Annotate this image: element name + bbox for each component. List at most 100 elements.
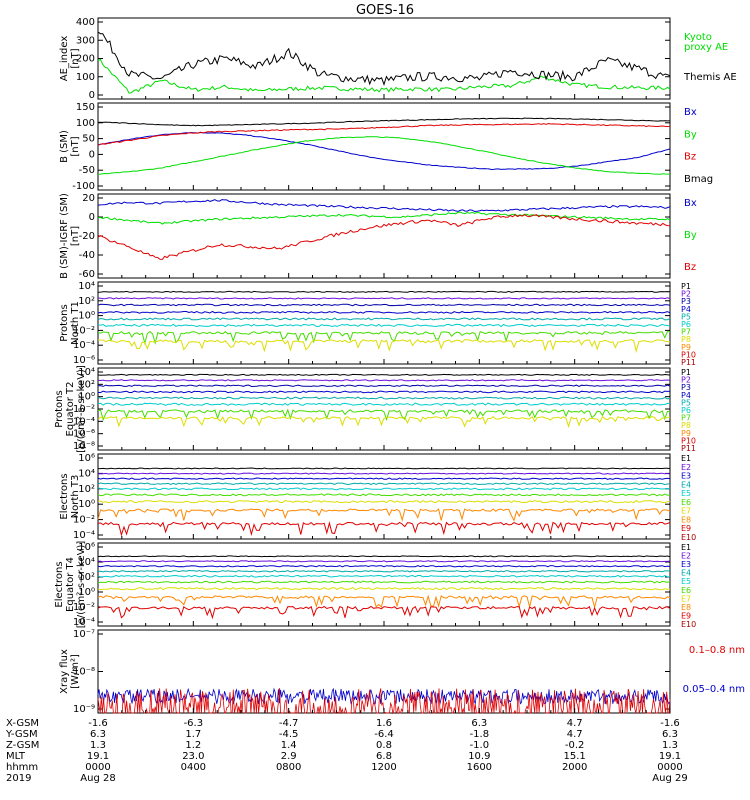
y-axis-label: B (SM) bbox=[59, 130, 70, 163]
legend-label: P8 bbox=[681, 335, 691, 344]
series-e6 bbox=[97, 580, 671, 584]
legend-label: P1 bbox=[681, 282, 691, 291]
legend-label: P4 bbox=[681, 305, 691, 314]
legend-label: 0.1–0.8 nm bbox=[689, 645, 745, 656]
y-axis-label: B (SM)-IGRF (SM) bbox=[59, 193, 70, 279]
legend-label: P9 bbox=[681, 429, 691, 438]
legend-label: P6 bbox=[681, 406, 691, 415]
y-tick-label: 10⁻⁶ bbox=[73, 429, 95, 440]
footer-value: 4.7 bbox=[567, 729, 583, 740]
footer-value: -1.0 bbox=[470, 740, 490, 751]
y-axis-label: [p/(cm²-s-sr-keV)] bbox=[76, 365, 87, 453]
series-e7 bbox=[97, 587, 670, 591]
y-tick-label: 10⁻⁸ bbox=[73, 667, 95, 678]
legend-label: E10 bbox=[681, 533, 696, 542]
footer-value: -6.3 bbox=[184, 718, 204, 729]
series-e3 bbox=[97, 565, 671, 568]
legend-label: E8 bbox=[681, 515, 691, 524]
legend-label: E4 bbox=[681, 480, 691, 489]
series-e6 bbox=[97, 493, 671, 497]
legend-label: E5 bbox=[681, 489, 691, 498]
y-tick-label: 10⁻² bbox=[73, 325, 95, 336]
footer-value: 6.3 bbox=[662, 729, 678, 740]
legend-label: E7 bbox=[681, 507, 691, 516]
protons_north-traces bbox=[97, 290, 671, 354]
footer-value: -1.6 bbox=[660, 718, 680, 729]
footer-value: 6.3 bbox=[471, 718, 487, 729]
panel-bigrf: 20 0 -20 -40 -60 B (SM)-IGRF (SM) [nT] Bx By Bz bbox=[59, 193, 697, 280]
panel-pn: 10⁴ 10² 10⁰ 10⁻² 10⁻⁴ 10⁻⁶ Protons North T1 P1P2… bbox=[59, 281, 696, 367]
protons_equator-traces bbox=[97, 373, 671, 429]
y-tick-label: 300 bbox=[76, 35, 95, 46]
legend-label: P7 bbox=[681, 414, 691, 423]
y-tick-label: 10⁻² bbox=[73, 602, 95, 613]
panel-frame bbox=[97, 17, 671, 100]
footer-value: 2000 bbox=[562, 762, 587, 773]
y-tick-label: 400 bbox=[76, 17, 95, 28]
legend-label: By bbox=[684, 129, 697, 140]
legend-label: P10 bbox=[681, 350, 696, 359]
y-tick-label: 200 bbox=[76, 54, 95, 65]
series-bmag bbox=[97, 117, 670, 127]
bsm-traces bbox=[97, 117, 671, 175]
footer-value: 19.1 bbox=[659, 751, 681, 762]
y-tick-label: 10⁻⁶ bbox=[73, 355, 95, 366]
panel-frame bbox=[97, 453, 671, 540]
footer-value: 6.8 bbox=[376, 751, 392, 762]
panel-frame bbox=[97, 281, 671, 365]
series-p1 bbox=[97, 290, 671, 293]
legend-label: Bz bbox=[684, 152, 696, 163]
y-axis-label: Protons bbox=[59, 304, 70, 341]
footer-value: 0.8 bbox=[376, 740, 392, 751]
legend-label: E9 bbox=[681, 524, 691, 533]
legend-label: E1 bbox=[681, 543, 691, 552]
y-tick-label: -100 bbox=[72, 181, 95, 192]
y-tick-label: 10⁻⁴ bbox=[73, 530, 95, 541]
legend-label: E2 bbox=[681, 552, 691, 561]
y-tick-label: 10⁶ bbox=[78, 542, 95, 553]
y-axis-label: Protons bbox=[54, 390, 65, 427]
y-tick-label: 10⁻⁴ bbox=[73, 617, 95, 628]
legend-label: E5 bbox=[681, 577, 691, 586]
legend-label: Bx bbox=[684, 107, 697, 118]
y-axis-label: [nT] bbox=[70, 136, 81, 156]
series-e5 bbox=[97, 487, 671, 491]
legend-label: P1 bbox=[681, 368, 691, 377]
legend-label: E2 bbox=[681, 463, 691, 472]
footer-value: -1.6 bbox=[88, 718, 108, 729]
footer-row-label: Y-GSM bbox=[5, 729, 38, 740]
series-bx bbox=[97, 131, 671, 171]
y-axis-label: Equator T4 bbox=[65, 557, 76, 612]
footer-row-label: Z-GSM bbox=[6, 740, 39, 751]
legend-label: E6 bbox=[681, 498, 691, 507]
footer-row-label: MLT bbox=[6, 751, 26, 762]
legend-label: E4 bbox=[681, 569, 691, 578]
electrons_equator-traces bbox=[97, 555, 671, 620]
legend-label: Bmag bbox=[684, 174, 713, 185]
footer-value: -4.5 bbox=[279, 729, 299, 740]
series-e9 bbox=[97, 521, 671, 537]
legend-label: P10 bbox=[681, 436, 696, 445]
series-p2 bbox=[97, 379, 671, 382]
legend-label: P11 bbox=[681, 358, 696, 367]
y-tick-label: 10⁻⁴ bbox=[73, 416, 95, 427]
panel-frame bbox=[97, 102, 671, 191]
footer-value: 1200 bbox=[371, 762, 396, 773]
series-e1 bbox=[98, 467, 671, 470]
y-tick-label: 10⁻⁷ bbox=[73, 629, 95, 640]
y-tick-label: 0 bbox=[89, 149, 95, 160]
series-by bbox=[97, 136, 670, 175]
footer-row-label: 2019 bbox=[6, 773, 31, 784]
y-tick-label: 10⁰ bbox=[78, 311, 95, 322]
y-tick-label: 10⁻² bbox=[73, 515, 95, 526]
footer-value: 1.3 bbox=[90, 740, 106, 751]
footer-value: 1.7 bbox=[185, 729, 201, 740]
series-p5 bbox=[97, 317, 671, 321]
series-e4 bbox=[97, 482, 671, 486]
footer-value: -1.8 bbox=[470, 729, 490, 740]
legend-label: P7 bbox=[681, 328, 691, 337]
legend-label: E6 bbox=[681, 586, 691, 595]
